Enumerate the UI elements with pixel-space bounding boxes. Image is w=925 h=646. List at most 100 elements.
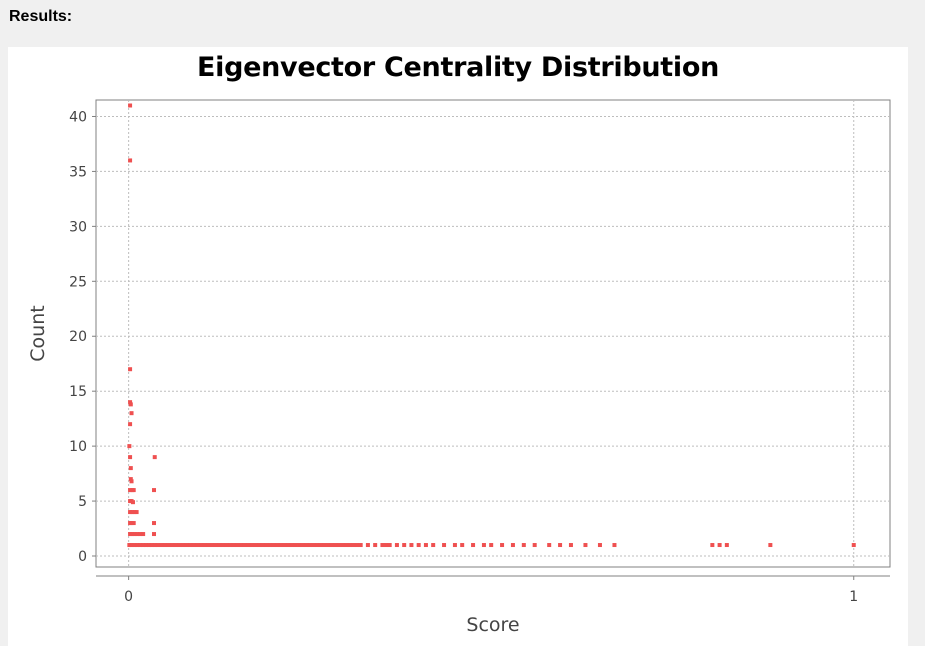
data-point [152,521,157,526]
data-point [224,543,229,548]
data-point [135,543,140,548]
axis-layer: 0 5 10 15 20 25 30 35 40 0 1 [69,109,890,605]
data-point [177,543,182,548]
data-point [228,543,233,548]
data-point [384,543,389,548]
data-point [471,543,476,548]
data-point [141,543,146,548]
data-point [340,543,345,548]
data-point [217,543,222,548]
data-point [612,543,617,548]
results-label: Results: [9,8,73,25]
data-point [532,543,537,548]
data-point [132,532,137,537]
data-point [333,543,338,548]
data-point [131,488,136,493]
data-point [155,543,160,548]
data-point [128,488,133,493]
data-point [307,543,312,548]
data-point [268,543,273,548]
points-layer [127,103,856,548]
data-point [138,543,143,548]
data-point [213,543,218,548]
data-point [206,543,211,548]
data-point [210,543,215,548]
y-tick-label: 30 [69,219,87,235]
data-point [326,543,331,548]
data-point [597,543,602,548]
data-point [286,543,291,548]
data-point [583,543,588,548]
data-point [355,543,360,548]
data-point [416,543,421,548]
data-point [128,103,133,108]
data-point [851,543,856,548]
data-point [293,543,298,548]
data-point [253,543,258,548]
data-point [138,532,143,537]
data-point [129,543,134,548]
data-point [311,543,316,548]
y-axis-title: Count [27,305,49,361]
data-point [304,543,309,548]
data-point [130,500,135,505]
data-point [235,543,240,548]
data-point [249,543,254,548]
data-point [300,543,305,548]
data-point [387,543,392,548]
data-point [128,402,133,407]
data-point [127,444,132,449]
data-point [373,543,378,548]
data-point [336,543,341,548]
data-point [134,510,139,515]
data-point [128,367,133,372]
y-tick-label: 20 [69,329,87,345]
data-point [173,543,178,548]
data-point [152,455,157,460]
data-point [152,532,157,537]
data-point [347,543,352,548]
data-point [199,543,204,548]
data-point [351,543,356,548]
data-point [239,543,244,548]
x-axis-title: Score [466,614,519,636]
data-point [264,543,269,548]
data-point [130,510,135,515]
y-tick-label: 40 [69,109,87,125]
data-point [188,543,193,548]
data-point [275,543,280,548]
data-point [191,543,196,548]
data-point [329,543,334,548]
data-point [489,543,494,548]
x-tick-label: 0 [124,589,133,605]
data-point [184,543,189,548]
data-point [365,543,370,548]
scatter-chart: 0 5 10 15 20 25 30 35 40 0 1 Score Count [27,99,891,636]
data-point [423,543,428,548]
data-point [380,543,385,548]
data-point [130,532,135,537]
data-point [132,510,137,515]
data-point [128,400,133,405]
y-tick-label: 25 [69,274,87,290]
data-point [128,477,133,482]
data-point [162,543,167,548]
chart-panel: Eigenvector Centrality Distribution 0 5 10… [8,47,908,646]
data-point [202,543,207,548]
data-point [297,543,302,548]
data-point [128,532,133,537]
data-point [166,543,171,548]
data-point [257,543,262,548]
y-tick-label: 35 [69,164,87,180]
data-point [568,543,573,548]
y-tick-label: 10 [69,439,87,455]
chart-title: Eigenvector Centrality Distribution [196,52,720,83]
data-point [521,543,526,548]
data-point [181,543,186,548]
data-point [146,543,151,548]
data-point [159,543,164,548]
data-point [322,543,327,548]
data-point [724,543,729,548]
y-tick-label: 0 [78,549,87,565]
data-point [558,543,563,548]
